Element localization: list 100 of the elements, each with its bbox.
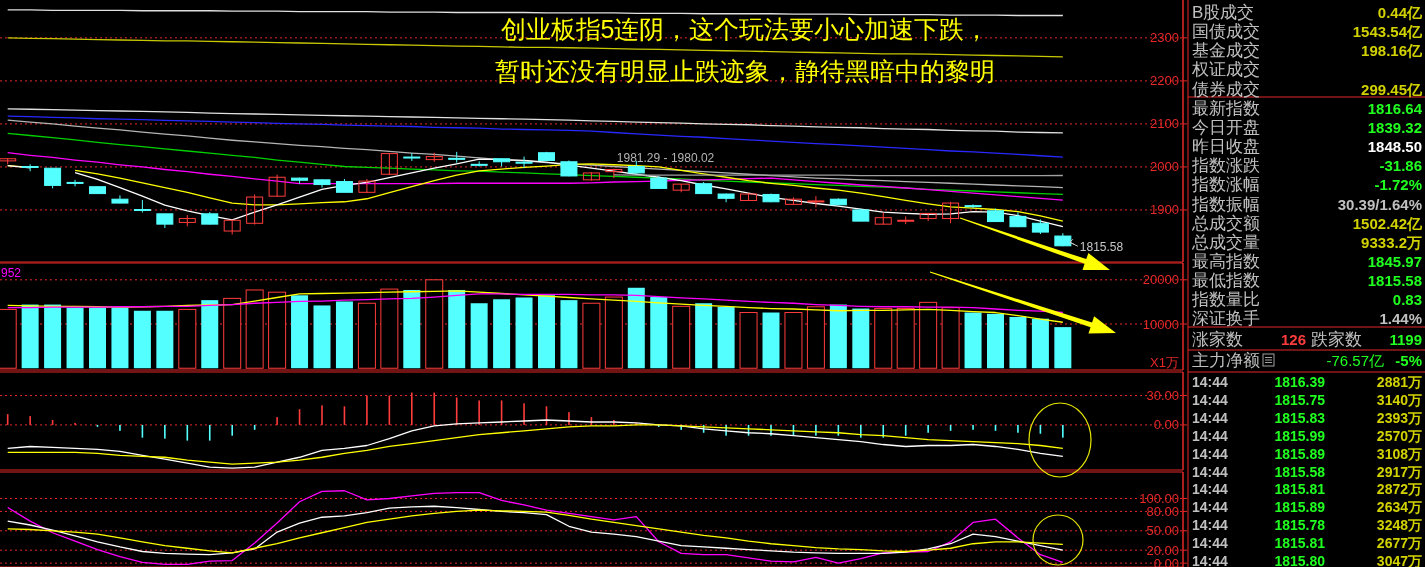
y-tick-label: 10000 [1142,316,1179,332]
y-tick-label: 50.00 [1146,523,1179,539]
candlestick [358,178,376,194]
line-series [7,490,1064,566]
bar [784,312,803,369]
annotation: 1981.29 - 1980.02 [616,150,715,165]
bar [268,291,287,369]
line-series [7,293,1064,314]
bar [627,287,645,369]
bar [582,302,601,369]
text: 1815.58 [1079,240,1124,255]
bar [806,306,825,369]
line-series [7,108,1064,134]
bar [156,310,174,369]
bar [852,308,870,369]
bar [560,300,578,369]
bar [380,288,399,369]
text: 创业板指5连阴，这个玩法要小心加速下跌， [500,15,990,43]
text: 基金成交 198.16亿 [1192,41,1422,61]
y-tick-label: 0.00 [1153,555,1179,567]
bar [21,304,39,369]
text: 14:44 1815.81 2677万 [1192,535,1422,552]
text: 权证成交 [1191,60,1260,80]
text: 深证换手 1.44% [1192,309,1422,329]
bar [111,307,129,369]
y-tick-label: 2000 [1150,159,1179,175]
bar [1031,318,1049,369]
bar [604,296,623,369]
bar [717,306,735,369]
bar [650,297,668,369]
y-tick-label: 2200 [1150,73,1179,89]
bar [874,308,893,369]
line-series [7,152,1064,201]
bar [919,301,938,369]
text: 14:44 1815.89 2634万 [1192,499,1422,516]
y-tick-label: 2300 [1150,30,1179,46]
bar [89,307,106,369]
line-series [7,132,1064,196]
text: 国债成交 1543.54亿 [1192,22,1422,42]
text: 最低指数 1815.58 [1192,271,1422,291]
bar [357,302,376,369]
bar [448,289,466,369]
y-axis-title: X1万 [1150,355,1179,370]
bar [470,303,488,369]
candlestick [268,174,286,198]
candlestick [605,168,623,179]
line-series [7,290,1064,323]
bar [739,312,758,369]
candlestick [942,201,960,224]
bar [987,313,1004,369]
bar [201,300,219,369]
bar [896,308,915,369]
bar [133,310,151,369]
y-tick-label: 30.00 [1146,388,1179,404]
text: 指数涨幅 -1.72% [1192,175,1422,195]
text: 暂时还没有明显止跌迹象，静待黑暗中的黎明 [495,57,995,85]
candlestick [380,153,398,176]
y-tick-label: 20.00 [1146,542,1179,558]
text: 14:44 1815.99 2570万 [1192,427,1422,444]
y-tick-label: 2100 [1150,116,1179,132]
text: 总成交额 1502.42亿 [1192,213,1422,233]
text: 总成交量 9333.2万 [1192,232,1422,252]
bar [66,307,84,369]
text: 今日开盘 1839.32 [1192,117,1422,137]
text: 14:44 1815.78 3248万 [1192,517,1422,534]
text: B股成交 0.44亿 [1192,3,1422,22]
candlestick [807,195,825,208]
text: 涨家数 126 跌家数 1199 [1192,330,1422,349]
y-tick-label: 20000 [1142,272,1179,288]
candlestick [515,156,533,169]
bar [829,304,847,369]
bar [0,308,17,369]
bar [44,304,62,369]
bar [538,295,555,369]
text: 指数涨跌 -31.86 [1192,156,1422,176]
text: 昨日收盘 1848.50 [1192,137,1422,157]
bar [672,305,691,369]
bar [178,308,197,369]
text: 14:44 1815.58 2917万 [1192,463,1422,480]
candlestick [111,194,129,204]
text: 14:44 1815.81 2872万 [1192,481,1422,498]
candlestick [246,193,264,226]
y-tick-label: 0.00 [1153,417,1179,433]
bar [941,307,960,369]
bar [403,289,421,369]
bar [291,295,309,369]
bar [313,305,331,369]
bar [762,312,780,369]
bar [245,289,264,369]
text: 14:44 1815.83 2393万 [1192,409,1422,426]
candlestick [133,199,151,214]
bar [1009,316,1027,369]
y-tick-label: 1900 [1150,202,1179,218]
text: 指数振幅 30.39/1.64% [1192,194,1422,214]
bar [695,303,713,369]
text: 债券成交 299.45亿 [1192,79,1422,99]
bar [1054,327,1072,369]
bar [493,299,511,369]
line-series [7,119,1064,189]
text: 最新指数 1816.64 [1192,98,1422,118]
